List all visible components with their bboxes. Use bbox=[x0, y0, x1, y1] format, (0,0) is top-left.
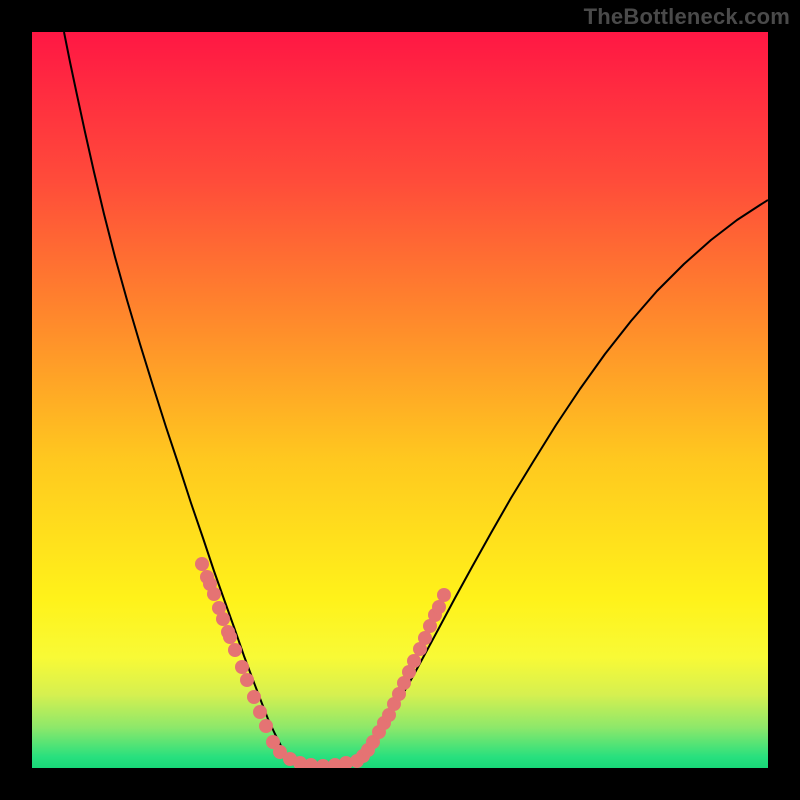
chart-frame: TheBottleneck.com bbox=[0, 0, 800, 800]
curve-marker bbox=[253, 705, 267, 719]
curve-marker bbox=[432, 600, 446, 614]
curve-marker bbox=[259, 719, 273, 733]
curve-marker bbox=[240, 673, 254, 687]
curve-marker bbox=[418, 631, 432, 645]
plot-area bbox=[32, 32, 768, 768]
curve-marker bbox=[223, 630, 237, 644]
curve-marker bbox=[228, 643, 242, 657]
curve-marker bbox=[247, 690, 261, 704]
curve-marker bbox=[195, 557, 209, 571]
curve-marker bbox=[235, 660, 249, 674]
curve-marker bbox=[216, 612, 230, 626]
curve-marker bbox=[207, 587, 221, 601]
plot-svg bbox=[32, 32, 768, 768]
watermark-label: TheBottleneck.com bbox=[584, 4, 790, 30]
gradient-background bbox=[32, 32, 768, 768]
curve-marker bbox=[437, 588, 451, 602]
curve-marker bbox=[407, 654, 421, 668]
